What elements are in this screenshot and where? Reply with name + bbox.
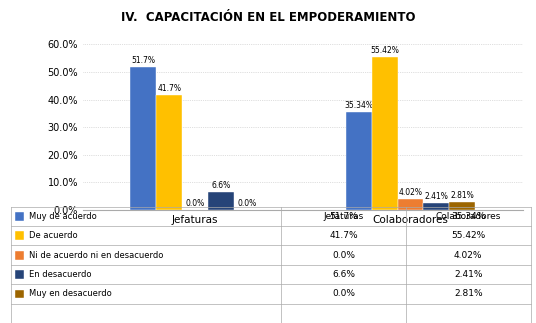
Text: 4.02%: 4.02%	[399, 188, 422, 197]
Bar	[15, 231, 24, 240]
Text: 0.0%: 0.0%	[332, 251, 355, 260]
Bar	[449, 202, 475, 210]
Bar	[346, 112, 372, 210]
Text: 0.0%: 0.0%	[185, 199, 205, 208]
Bar	[398, 199, 423, 210]
Text: 2.81%: 2.81%	[454, 289, 482, 298]
Text: En desacuerdo: En desacuerdo	[29, 270, 92, 279]
Text: 51.7%: 51.7%	[329, 212, 358, 221]
Text: 2.41%: 2.41%	[425, 192, 448, 201]
Bar	[15, 251, 24, 260]
Text: 55.42%: 55.42%	[370, 46, 399, 55]
Bar	[15, 289, 24, 298]
Text: Muy de acuerdo: Muy de acuerdo	[29, 212, 97, 221]
Text: De acuerdo: De acuerdo	[29, 231, 78, 240]
Text: 4.02%: 4.02%	[454, 251, 482, 260]
Text: Muy en desacuerdo: Muy en desacuerdo	[29, 289, 112, 298]
Text: Colaboradores: Colaboradores	[436, 212, 501, 221]
Text: 2.81%: 2.81%	[450, 191, 474, 200]
Bar	[15, 270, 24, 279]
Text: 6.6%: 6.6%	[211, 181, 230, 190]
Text: 0.0%: 0.0%	[332, 289, 355, 298]
Bar	[15, 212, 24, 221]
Bar	[372, 57, 398, 210]
Text: 41.7%: 41.7%	[157, 84, 181, 93]
Text: 35.34%: 35.34%	[451, 212, 486, 221]
Text: IV.  CAPACITACIÓN EN EL EMPODERAMIENTO: IV. CAPACITACIÓN EN EL EMPODERAMIENTO	[121, 11, 415, 24]
Bar	[208, 192, 234, 210]
Text: 2.41%: 2.41%	[454, 270, 482, 279]
Bar	[130, 68, 157, 210]
Text: 35.34%: 35.34%	[344, 101, 374, 110]
Bar	[157, 95, 182, 210]
Text: 51.7%: 51.7%	[131, 56, 155, 65]
Text: Jefaturas: Jefaturas	[323, 212, 363, 221]
Text: Ni de acuerdo ni en desacuerdo: Ni de acuerdo ni en desacuerdo	[29, 251, 164, 260]
Text: 55.42%: 55.42%	[451, 231, 486, 240]
Text: 0.0%: 0.0%	[237, 199, 256, 208]
Text: 6.6%: 6.6%	[332, 270, 355, 279]
Bar	[423, 203, 449, 210]
Text: 41.7%: 41.7%	[329, 231, 358, 240]
